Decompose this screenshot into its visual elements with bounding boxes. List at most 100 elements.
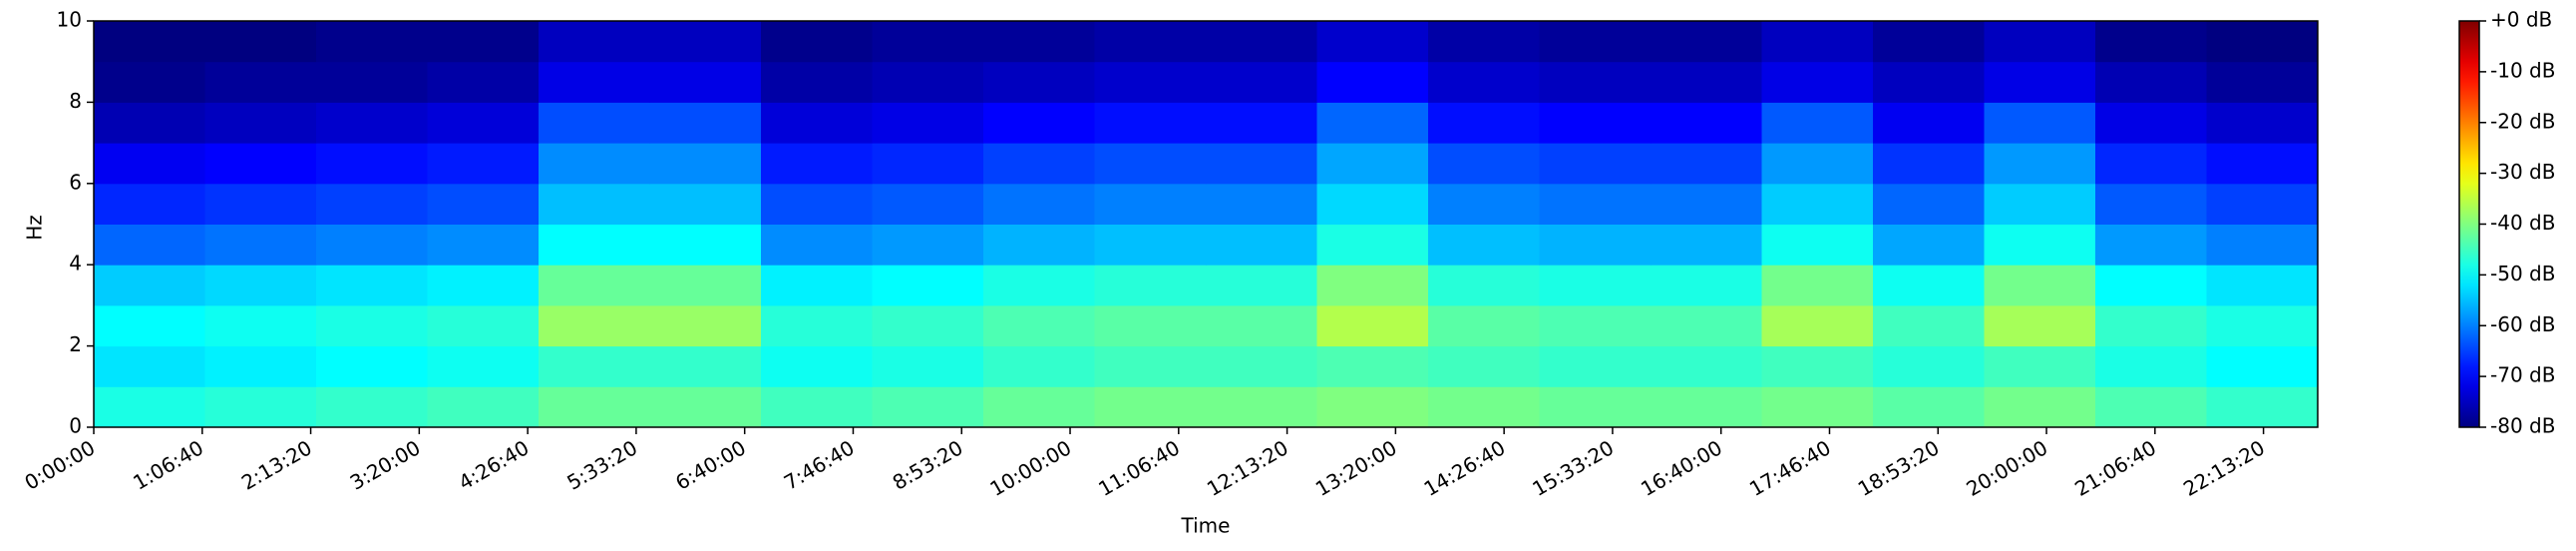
heatmap-cell: [94, 61, 205, 103]
heatmap-cell: [2095, 224, 2207, 266]
heatmap-cell: [1873, 265, 1985, 306]
heatmap-cell: [539, 61, 650, 103]
heatmap-cell: [204, 224, 317, 266]
heatmap-cell: [2206, 224, 2319, 266]
heatmap-cell: [1206, 143, 1317, 185]
heatmap-cell: [983, 21, 1095, 63]
heatmap-cell: [1984, 304, 2096, 347]
heatmap-cell: [1651, 386, 1762, 428]
heatmap-cell: [1873, 345, 1985, 387]
x-tick-label: 4:26:40: [455, 435, 534, 494]
heatmap-cell: [1428, 386, 1540, 428]
x-tick-label: 12:13:20: [1203, 435, 1292, 501]
colorbar-tick-label: -20 dB: [2490, 109, 2555, 133]
heatmap-cell: [2206, 21, 2319, 63]
x-tick-label: 10:00:00: [985, 435, 1075, 501]
x-tick-label: 3:20:00: [346, 435, 425, 494]
heatmap-cell: [761, 183, 873, 225]
heatmap-cell: [1984, 102, 2096, 144]
heatmap-cell: [1984, 345, 2096, 387]
heatmap-cell: [94, 386, 205, 428]
heatmap-cell: [1316, 183, 1429, 225]
y-tick-label: 0: [69, 414, 82, 438]
heatmap-cell: [649, 143, 762, 185]
heatmap-cell: [1651, 183, 1762, 225]
heatmap-cell: [761, 345, 873, 387]
heatmap-cell: [2206, 265, 2319, 306]
x-tick-label: 0:00:00: [20, 435, 99, 494]
heatmap-cell: [1094, 102, 1207, 144]
heatmap-cell: [1206, 345, 1317, 387]
heatmap-cell: [1761, 224, 1874, 266]
heatmap-cell: [983, 386, 1095, 428]
heatmap-cell: [2206, 386, 2319, 428]
heatmap-cell: [539, 345, 650, 387]
heatmap-cell: [94, 21, 205, 63]
heatmap-cell: [649, 345, 762, 387]
colorbar-tick-label: -60 dB: [2490, 312, 2555, 336]
plot-frame: [93, 20, 2319, 428]
heatmap-cell: [1651, 345, 1762, 387]
heatmap-cell: [1539, 345, 1652, 387]
heatmap-cell: [427, 143, 540, 185]
heatmap-cell: [1094, 143, 1207, 185]
heatmap-cell: [427, 21, 540, 63]
heatmap-cell: [983, 183, 1095, 225]
heatmap-cell: [1539, 102, 1652, 144]
heatmap-cell: [1206, 386, 1317, 428]
heatmap-cell: [1094, 224, 1207, 266]
heatmap-cell: [427, 61, 540, 103]
heatmap-cell: [2095, 345, 2207, 387]
heatmap-cell: [539, 102, 650, 144]
x-tick-label: 17:46:40: [1745, 435, 1835, 501]
heatmap-cell: [1094, 345, 1207, 387]
heatmap-cell: [427, 265, 540, 306]
heatmap-cell: [2206, 102, 2319, 144]
heatmap-cell: [2206, 304, 2319, 347]
colorbar-tick-label: -10 dB: [2490, 58, 2555, 82]
heatmap-cell: [872, 386, 984, 428]
heatmap-cell: [872, 143, 984, 185]
heatmap-cell: [94, 143, 205, 185]
heatmap-cell: [983, 224, 1095, 266]
heatmap-cell: [204, 265, 317, 306]
heatmap-cell: [1873, 143, 1985, 185]
x-tick-label: 21:06:40: [2070, 435, 2160, 501]
heatmap-cell: [761, 143, 873, 185]
heatmap-cell: [649, 61, 762, 103]
heatmap-cell: [2095, 265, 2207, 306]
heatmap-cell: [1428, 102, 1540, 144]
heatmap-cell: [316, 21, 428, 63]
heatmap-cell: [1539, 224, 1652, 266]
heatmap-cell: [539, 265, 650, 306]
heatmap-cell: [1651, 61, 1762, 103]
heatmap-cell: [2095, 143, 2207, 185]
heatmap-cell: [316, 345, 428, 387]
x-tick-label: 16:40:00: [1637, 435, 1726, 501]
heatmap-cell: [983, 143, 1095, 185]
heatmap-cell: [2095, 21, 2207, 63]
heatmap-cell: [983, 102, 1095, 144]
heatmap-cell: [1761, 102, 1874, 144]
heatmap-cell: [872, 265, 984, 306]
heatmap-cell: [539, 21, 650, 63]
heatmap-cell: [1206, 224, 1317, 266]
colorbar-tick-label: -30 dB: [2490, 160, 2555, 184]
heatmap-cell: [649, 386, 762, 428]
heatmap-cell: [1651, 304, 1762, 347]
heatmap-cell: [1761, 265, 1874, 306]
heatmap-cell: [1539, 183, 1652, 225]
heatmap-cell: [1761, 304, 1874, 347]
x-tick-label: 15:33:20: [1528, 435, 1618, 501]
heatmap-cell: [983, 345, 1095, 387]
heatmap-cell: [204, 21, 317, 63]
heatmap-cell: [1873, 21, 1985, 63]
heatmap-cell: [2095, 183, 2207, 225]
heatmap-cell: [1873, 61, 1985, 103]
heatmap-cell: [1316, 265, 1429, 306]
heatmap-cell: [1206, 304, 1317, 347]
heatmap-cell: [94, 345, 205, 387]
heatmap-cell: [427, 345, 540, 387]
heatmap-cell: [649, 21, 762, 63]
heatmap-cell: [872, 61, 984, 103]
